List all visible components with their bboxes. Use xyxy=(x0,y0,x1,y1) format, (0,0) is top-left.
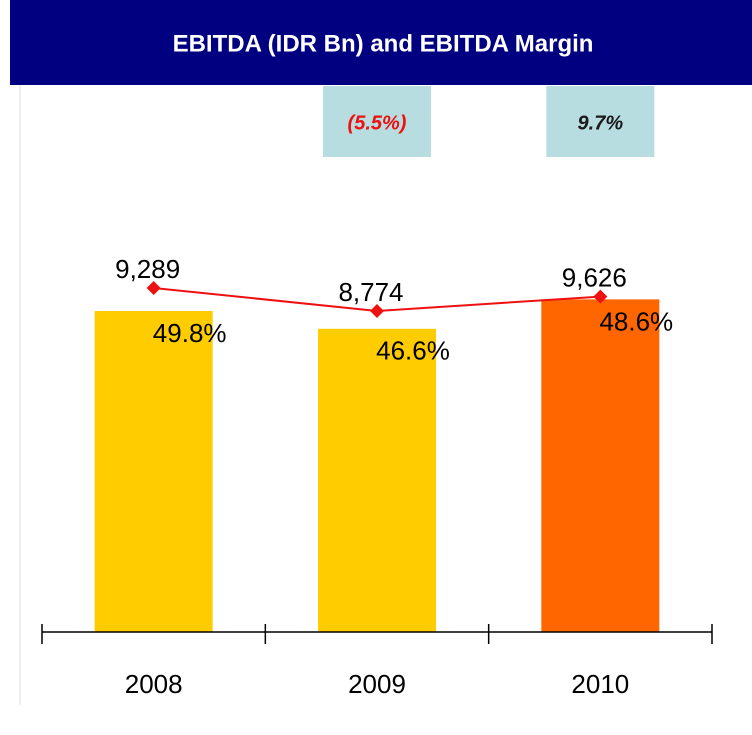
x-tick-label: 2010 xyxy=(571,669,629,699)
bar xyxy=(541,299,660,632)
bar xyxy=(94,311,213,632)
x-tick-label: 2009 xyxy=(348,669,406,699)
margin-marker xyxy=(593,289,608,304)
x-tick-label: 2008 xyxy=(125,669,183,699)
margin-marker xyxy=(146,280,161,295)
growth-box xyxy=(546,86,655,157)
bar-value-label: 8,774 xyxy=(338,277,403,307)
growth-label: (5.5%) xyxy=(348,112,407,134)
growth-label: 9.7% xyxy=(578,112,624,134)
margin-value-label: 46.6% xyxy=(376,336,450,366)
bar xyxy=(318,328,436,632)
header-band xyxy=(10,0,752,85)
bar-value-label: 9,289 xyxy=(115,254,180,284)
growth-box xyxy=(323,86,431,157)
bar-value-label: 9,626 xyxy=(562,262,627,292)
chart-title: EBITDA (IDR Bn) and EBITDA Margin xyxy=(173,30,594,57)
margin-value-label: 48.6% xyxy=(599,306,673,336)
margin-value-label: 49.8% xyxy=(153,318,227,348)
margin-marker xyxy=(370,303,384,318)
